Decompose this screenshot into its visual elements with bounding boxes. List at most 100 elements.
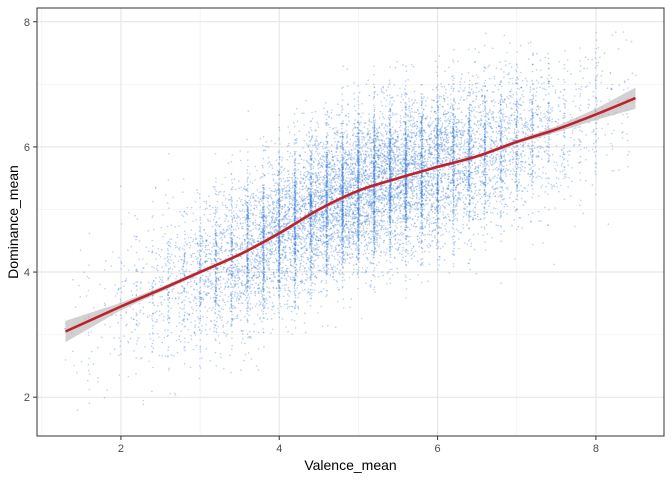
data-point [363,203,366,206]
data-point [398,149,401,151]
data-point [304,202,307,205]
data-point [286,259,289,261]
data-point [268,258,271,260]
data-point [183,337,186,340]
data-point [199,317,201,320]
data-point [193,279,196,282]
data-point [299,200,302,203]
data-point [294,327,297,329]
data-point [228,193,230,196]
data-point [595,127,598,130]
data-point [337,264,339,266]
data-point [263,345,265,348]
data-point [368,176,371,179]
data-point [216,200,219,203]
data-point [444,216,447,218]
data-point [373,192,375,195]
data-point [354,174,357,177]
data-point [355,247,357,250]
data-point [519,143,522,146]
data-point [515,134,517,137]
data-point [370,215,372,217]
data-point [144,346,146,348]
data-point [527,123,529,126]
data-point [215,250,218,252]
data-point [332,226,335,229]
data-point [594,155,597,157]
data-point [425,203,427,206]
data-point [495,224,498,226]
data-point [152,200,154,203]
data-point [209,257,211,260]
data-point [170,238,173,241]
data-point [506,127,509,130]
data-point [268,295,271,298]
data-point [231,321,233,323]
data-point [369,198,371,200]
data-point [266,242,269,245]
data-point [413,111,416,113]
data-point [287,286,290,289]
data-point [236,259,238,262]
data-point [266,302,268,305]
data-point [238,298,241,301]
data-point [437,108,440,110]
data-point [321,158,323,161]
data-point [410,108,413,110]
data-point [529,118,532,120]
data-point [240,329,243,332]
data-point [540,220,542,222]
data-point [443,100,446,102]
data-point [321,279,323,282]
data-point [294,289,297,292]
data-point [341,109,343,112]
data-point [231,348,233,351]
data-point [451,104,454,107]
data-point [273,184,275,187]
data-point [372,206,374,209]
data-point [72,279,74,281]
data-point [413,255,416,257]
data-point [228,227,231,230]
data-point [214,308,216,311]
data-point [547,193,549,195]
data-point [490,135,492,138]
data-point [174,226,176,228]
data-point [231,249,233,252]
data-point [281,272,284,275]
data-point [271,232,273,234]
data-point [366,150,369,153]
data-point [597,47,600,49]
data-point [304,202,307,204]
data-point [488,176,490,179]
data-point [288,131,291,134]
data-point [73,364,75,367]
data-point [196,189,198,191]
data-point [355,263,358,265]
data-point [525,160,527,163]
data-point [310,233,312,236]
data-point [283,167,286,170]
data-point [510,119,513,122]
data-point [165,264,167,267]
data-point [274,217,277,219]
data-point [492,99,495,101]
data-point [380,149,383,152]
data-point [375,241,377,243]
data-point [360,129,362,132]
data-point [450,202,452,204]
data-point [276,169,279,172]
data-point [313,247,315,249]
data-point [194,242,197,245]
data-point [506,73,509,76]
data-point [431,179,433,182]
data-point [352,211,355,214]
data-point [409,161,411,164]
data-point [344,211,346,213]
data-point [169,267,172,269]
data-point [408,159,410,162]
data-point [521,127,524,130]
data-point [243,271,245,273]
data-point [293,319,296,322]
data-point [499,216,502,219]
